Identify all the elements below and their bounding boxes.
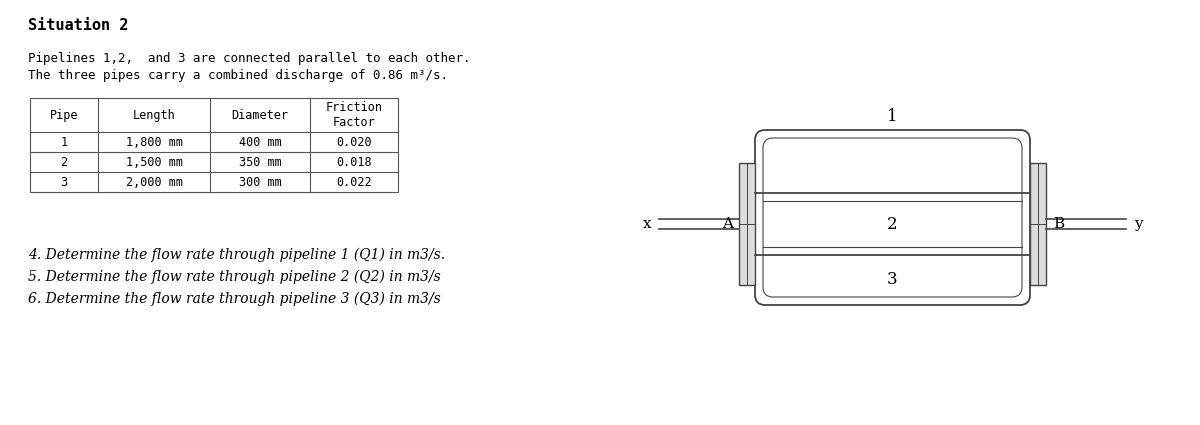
Text: 5. Determine the flow rate through pipeline 2 (Q2) in m3/s: 5. Determine the flow rate through pipel… (28, 270, 440, 284)
Text: 350 mm: 350 mm (239, 156, 281, 168)
Text: 3: 3 (887, 272, 898, 289)
Text: B: B (1054, 217, 1064, 231)
Text: 2: 2 (887, 215, 898, 232)
Text: 2: 2 (60, 156, 67, 168)
Text: Situation 2: Situation 2 (28, 18, 128, 33)
Text: 4. Determine the flow rate through pipeline 1 (Q1) in m3/s.: 4. Determine the flow rate through pipel… (28, 248, 445, 262)
Text: 2,000 mm: 2,000 mm (126, 176, 182, 189)
Text: Pipelines 1,2,  and 3 are connected parallel to each other.: Pipelines 1,2, and 3 are connected paral… (28, 52, 470, 65)
Text: Friction
Factor: Friction Factor (325, 101, 383, 129)
Text: 1: 1 (60, 136, 67, 148)
Text: 1,500 mm: 1,500 mm (126, 156, 182, 168)
Text: 300 mm: 300 mm (239, 176, 281, 189)
Text: 0.020: 0.020 (336, 136, 372, 148)
Text: 400 mm: 400 mm (239, 136, 281, 148)
Text: 3: 3 (60, 176, 67, 189)
FancyBboxPatch shape (755, 130, 1030, 305)
Text: Length: Length (133, 108, 175, 122)
Text: 6. Determine the flow rate through pipeline 3 (Q3) in m3/s: 6. Determine the flow rate through pipel… (28, 292, 440, 306)
Text: Pipe: Pipe (49, 108, 78, 122)
Text: 1,800 mm: 1,800 mm (126, 136, 182, 148)
Text: y: y (1134, 217, 1142, 231)
Bar (739, 163, 755, 285)
Text: A: A (722, 217, 733, 231)
Text: 1: 1 (887, 108, 898, 125)
Text: x: x (642, 217, 650, 231)
Text: Diameter: Diameter (232, 108, 288, 122)
Text: The three pipes carry a combined discharge of 0.86 m³/s.: The three pipes carry a combined dischar… (28, 69, 448, 82)
Text: 0.022: 0.022 (336, 176, 372, 189)
Bar (1030, 163, 1046, 285)
Text: 0.018: 0.018 (336, 156, 372, 168)
Bar (30, 98, 398, 192)
